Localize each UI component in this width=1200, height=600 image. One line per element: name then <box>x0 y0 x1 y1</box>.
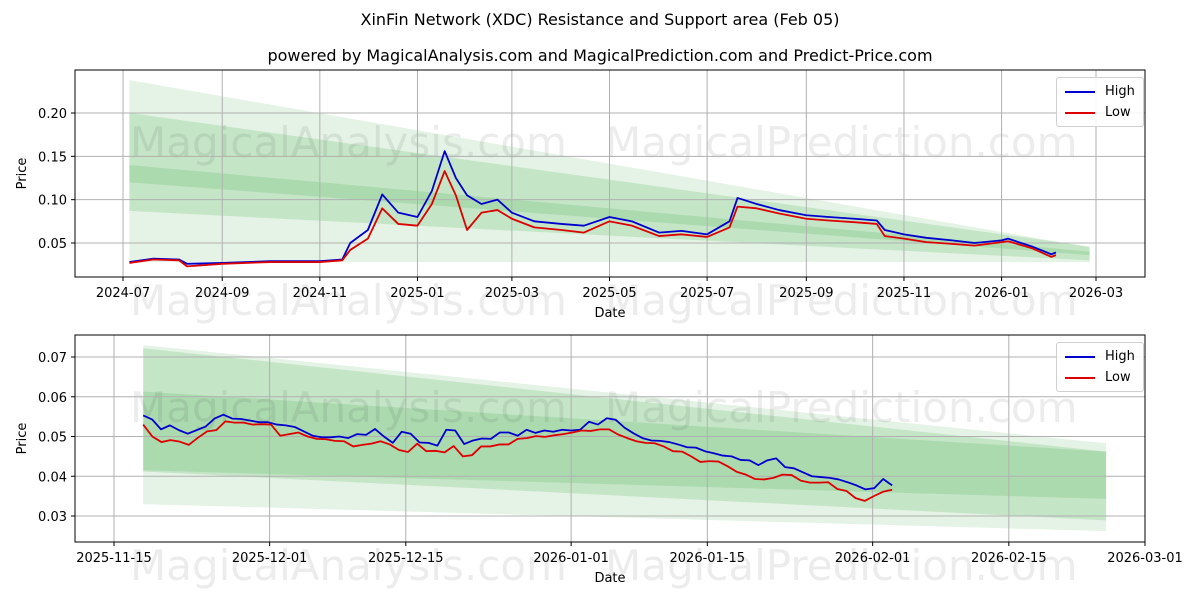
grid: 2025-11-15 2025-12-01 2025-12-15 2026-01-01… <box>38 335 1183 566</box>
y-tick-label: 0.20 <box>38 107 67 122</box>
watermark: MagicalPrediction.com <box>605 118 1078 167</box>
top-plot: MagicalAnalysis.com MagicalPrediction.com… <box>15 69 1146 325</box>
high-price-line <box>142 413 893 491</box>
x-tick-label: 2026-01-15 <box>670 551 746 566</box>
x-tick-label: 2026-01 <box>974 286 1028 301</box>
y-tick-label: 0.05 <box>38 237 67 252</box>
watermark: MagicalAnalysis.com <box>130 541 567 590</box>
x-tick-label: 2024-07 <box>96 286 150 301</box>
x-tick-label: 2025-09 <box>779 286 833 301</box>
legend-label-high: High <box>1105 349 1135 364</box>
legend-item-low: Low <box>1065 367 1135 388</box>
x-tick-label: 2025-12-01 <box>232 551 308 566</box>
high-price-line <box>129 150 1057 265</box>
high-line-swatch <box>1065 90 1095 93</box>
grid: 2024-07 2024-09 2024-11 2025-01 2025-03 2025-… <box>38 70 1145 301</box>
y-tick-label: 0.15 <box>38 150 67 165</box>
x-tick-label: 2026-03-01 <box>1107 551 1183 566</box>
watermark: MagicalPrediction.com <box>605 383 1078 432</box>
watermark: MagicalAnalysis.com <box>130 118 567 167</box>
band-inner <box>143 391 1107 499</box>
x-tick-label: 2025-12-15 <box>368 551 444 566</box>
band-outer <box>143 345 1107 532</box>
low-price-line <box>142 420 893 502</box>
y-axis-label: Price <box>15 423 30 455</box>
x-axis-label: Date <box>594 306 625 321</box>
y-axis-label: Price <box>15 158 30 190</box>
high-line-swatch <box>1065 355 1095 358</box>
legend-item-high: High <box>1065 81 1135 102</box>
x-tick-label: 2025-07 <box>680 286 734 301</box>
low-price-line <box>129 170 1057 268</box>
x-tick-label: 2026-02-01 <box>835 551 911 566</box>
x-tick-label: 2026-02-15 <box>971 551 1047 566</box>
band-middle <box>143 348 1107 521</box>
legend-label-low: Low <box>1105 370 1131 385</box>
x-tick-label: 2024-09 <box>195 286 249 301</box>
watermark: MagicalAnalysis.com <box>130 276 567 325</box>
y-tick-label: 0.07 <box>38 351 67 366</box>
chart-subtitle: powered by MagicalAnalysis.com and Magic… <box>267 46 933 65</box>
x-tick-label: 2025-11 <box>877 286 931 301</box>
x-tick-label: 2025-01 <box>390 286 444 301</box>
low-line-swatch <box>1065 376 1095 379</box>
watermark: MagicalAnalysis.com <box>130 383 567 432</box>
support-resistance-bands <box>143 345 1107 532</box>
legend-label-low: Low <box>1105 105 1131 120</box>
plot-frame <box>74 69 1146 278</box>
bottom-plot: MagicalAnalysis.com MagicalPrediction.com… <box>15 334 1183 590</box>
legend-item-low: Low <box>1065 102 1135 123</box>
legend-item-high: High <box>1065 346 1135 367</box>
plot-frame <box>74 334 1146 543</box>
y-tick-label: 0.10 <box>38 194 67 209</box>
x-tick-label: 2025-11-15 <box>76 551 152 566</box>
y-tick-label: 0.03 <box>38 510 67 525</box>
top-legend: High Low <box>1056 77 1144 127</box>
legend-label-high: High <box>1105 84 1135 99</box>
x-tick-label: 2026-03 <box>1069 286 1123 301</box>
low-line-swatch <box>1065 111 1095 114</box>
x-tick-label: 2024-11 <box>293 286 347 301</box>
watermark: MagicalPrediction.com <box>605 541 1078 590</box>
watermark: MagicalPrediction.com <box>605 276 1078 325</box>
y-tick-label: 0.06 <box>38 391 67 406</box>
y-tick-label: 0.05 <box>38 431 67 446</box>
x-tick-label: 2025-03 <box>485 286 539 301</box>
bottom-legend: High Low <box>1056 342 1144 392</box>
y-tick-label: 0.04 <box>38 470 67 485</box>
x-axis-label: Date <box>594 571 625 586</box>
x-tick-label: 2025-05 <box>582 286 636 301</box>
x-tick-label: 2026-01-01 <box>533 551 609 566</box>
chart-title: XinFin Network (XDC) Resistance and Supp… <box>360 10 840 29</box>
